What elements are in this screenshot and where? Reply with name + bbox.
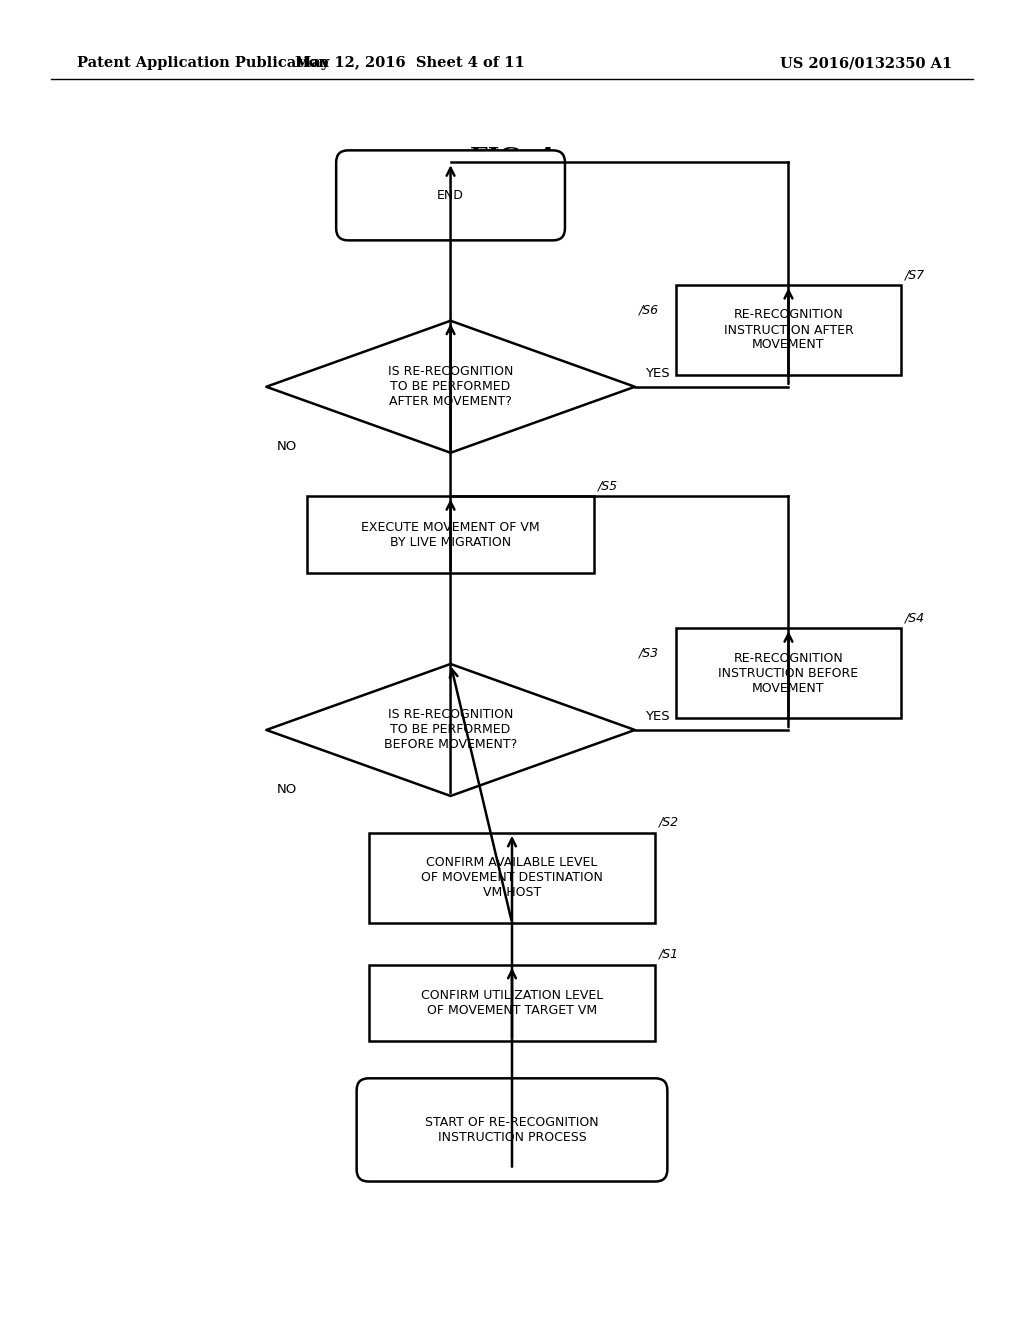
- Text: US 2016/0132350 A1: US 2016/0132350 A1: [780, 57, 952, 70]
- Text: IS RE-RECOGNITION
TO BE PERFORMED
BEFORE MOVEMENT?: IS RE-RECOGNITION TO BE PERFORMED BEFORE…: [384, 709, 517, 751]
- Text: END: END: [437, 189, 464, 202]
- Bar: [307, 496, 594, 573]
- Polygon shape: [266, 664, 635, 796]
- Text: Patent Application Publication: Patent Application Publication: [77, 57, 329, 70]
- Text: FIG. 4: FIG. 4: [470, 147, 554, 170]
- Bar: [676, 628, 901, 718]
- Bar: [369, 965, 655, 1041]
- Text: RE-RECOGNITION
INSTRUCTION AFTER
MOVEMENT: RE-RECOGNITION INSTRUCTION AFTER MOVEMEN…: [724, 309, 853, 351]
- Text: /S5: /S5: [598, 479, 618, 492]
- Text: /S3: /S3: [639, 647, 659, 660]
- Text: NO: NO: [276, 440, 297, 453]
- Text: CONFIRM AVAILABLE LEVEL
OF MOVEMENT DESTINATION
VM HOST: CONFIRM AVAILABLE LEVEL OF MOVEMENT DEST…: [421, 857, 603, 899]
- Text: YES: YES: [645, 367, 670, 380]
- Text: IS RE-RECOGNITION
TO BE PERFORMED
AFTER MOVEMENT?: IS RE-RECOGNITION TO BE PERFORMED AFTER …: [388, 366, 513, 408]
- Bar: [369, 833, 655, 923]
- Text: NO: NO: [276, 783, 297, 796]
- Bar: [676, 285, 901, 375]
- Text: /S6: /S6: [639, 304, 659, 317]
- Text: YES: YES: [645, 710, 670, 723]
- Text: EXECUTE MOVEMENT OF VM
BY LIVE MIGRATION: EXECUTE MOVEMENT OF VM BY LIVE MIGRATION: [361, 520, 540, 549]
- Text: /S2: /S2: [659, 816, 680, 829]
- FancyBboxPatch shape: [336, 150, 565, 240]
- Text: CONFIRM UTILIZATION LEVEL
OF MOVEMENT TARGET VM: CONFIRM UTILIZATION LEVEL OF MOVEMENT TA…: [421, 989, 603, 1018]
- FancyBboxPatch shape: [356, 1078, 668, 1181]
- Text: START OF RE-RECOGNITION
INSTRUCTION PROCESS: START OF RE-RECOGNITION INSTRUCTION PROC…: [425, 1115, 599, 1144]
- Polygon shape: [266, 321, 635, 453]
- Text: /S7: /S7: [905, 268, 926, 281]
- Text: /S4: /S4: [905, 611, 926, 624]
- Text: May 12, 2016  Sheet 4 of 11: May 12, 2016 Sheet 4 of 11: [295, 57, 524, 70]
- Text: RE-RECOGNITION
INSTRUCTION BEFORE
MOVEMENT: RE-RECOGNITION INSTRUCTION BEFORE MOVEME…: [719, 652, 858, 694]
- Text: /S1: /S1: [659, 948, 680, 961]
